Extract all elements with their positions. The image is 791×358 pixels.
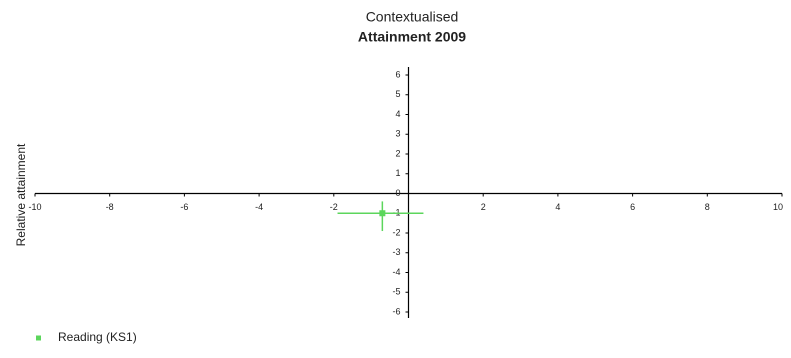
y-tick-label: -6 <box>392 306 400 316</box>
y-tick-label: 5 <box>395 89 400 99</box>
y-tick-label: 4 <box>395 109 400 119</box>
y-tick-label: 0 <box>395 188 400 198</box>
legend-label: Reading (KS1) <box>58 330 137 344</box>
y-tick-label: -3 <box>392 247 400 257</box>
x-tick-label: 10 <box>773 202 783 212</box>
y-tick-label: -2 <box>392 227 400 237</box>
chart-subtitle: Attainment 2009 <box>358 29 466 45</box>
x-tick-label: -6 <box>180 202 188 212</box>
x-tick-label: -8 <box>106 202 114 212</box>
y-tick-label: 6 <box>395 69 400 79</box>
legend-swatch <box>36 335 41 341</box>
x-tick-label: -4 <box>255 202 263 212</box>
point <box>379 210 386 217</box>
y-axis-label: Relative attainment <box>14 143 28 246</box>
y-tick-label: 1 <box>395 168 400 178</box>
y-tick-label: -5 <box>392 287 400 297</box>
y-tick-label: 3 <box>395 129 400 139</box>
y-tick-label: 2 <box>395 148 400 158</box>
y-tick-label: -4 <box>392 267 400 277</box>
x-tick-label: 6 <box>630 202 635 212</box>
x-tick-label: -2 <box>330 202 338 212</box>
chart-title: Contextualised <box>366 9 459 25</box>
x-tick-label: 2 <box>481 202 486 212</box>
x-tick-label: 4 <box>555 202 560 212</box>
x-tick-label: 8 <box>705 202 710 212</box>
x-tick-label: -10 <box>28 202 41 212</box>
